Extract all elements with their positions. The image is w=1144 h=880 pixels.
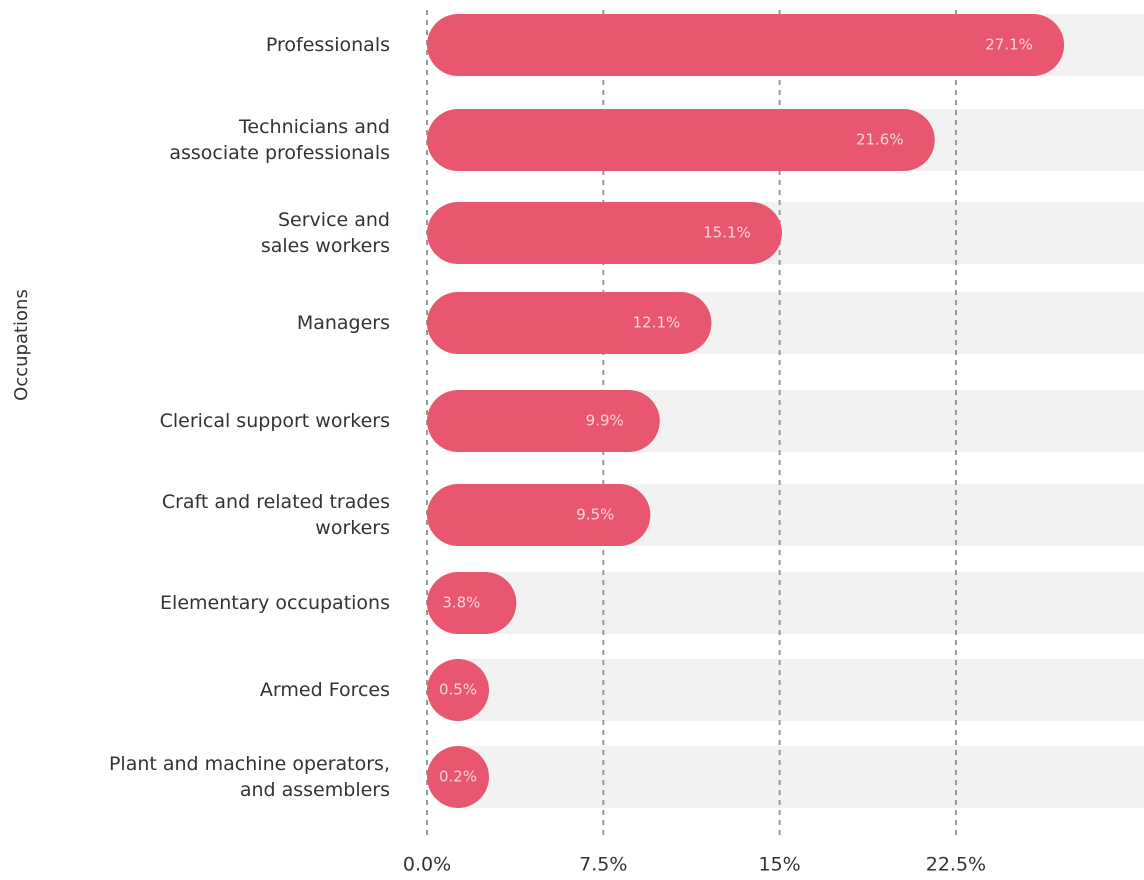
- y-tick-label: Technicians and associate professionals: [169, 116, 390, 164]
- bar-track: [427, 572, 1144, 634]
- y-tick-label: Plant and machine operators, and assembl…: [108, 753, 390, 801]
- x-tick-label: 7.5%: [579, 854, 627, 876]
- y-tick-label: Craft and related trades workers: [161, 491, 390, 539]
- bar-track: [427, 746, 1144, 808]
- value-label: 0.5%: [439, 681, 477, 699]
- y-tick-label: Service and sales workers: [260, 209, 390, 257]
- bar: [427, 746, 489, 808]
- value-label: 27.1%: [985, 36, 1033, 54]
- bar: [427, 14, 1065, 76]
- bars: 27.1% 21.6% 15.1% 12.1% 9.9% 9.5% 3.8% 0.5% 0.2%: [427, 14, 1065, 808]
- x-tick-label: 15%: [759, 854, 801, 876]
- value-label: 15.1%: [703, 224, 751, 242]
- bar: [427, 484, 651, 546]
- bar: [427, 292, 712, 354]
- value-label: 0.2%: [439, 768, 477, 786]
- y-tick-label: Armed Forces: [259, 679, 390, 701]
- y-tick-label: Clerical support workers: [159, 410, 390, 432]
- y-tick-label: Elementary occupations: [160, 592, 390, 614]
- bar: [427, 572, 517, 634]
- value-label: 12.1%: [633, 314, 681, 332]
- y-axis-title: Occupations: [11, 289, 32, 401]
- x-tick-label: 22.5%: [926, 854, 986, 876]
- value-label: 3.8%: [442, 594, 480, 612]
- bar: [427, 390, 660, 452]
- value-label: 9.5%: [576, 506, 614, 524]
- bar-track: [427, 659, 1144, 721]
- bar: [427, 109, 935, 171]
- y-tick-label: Professionals: [265, 34, 390, 56]
- bar: [427, 202, 782, 264]
- bar: [427, 659, 489, 721]
- value-label: 9.9%: [586, 412, 624, 430]
- value-label: 21.6%: [856, 131, 904, 149]
- y-tick-label: Managers: [296, 312, 390, 334]
- x-tick-label: 0.0%: [403, 854, 451, 876]
